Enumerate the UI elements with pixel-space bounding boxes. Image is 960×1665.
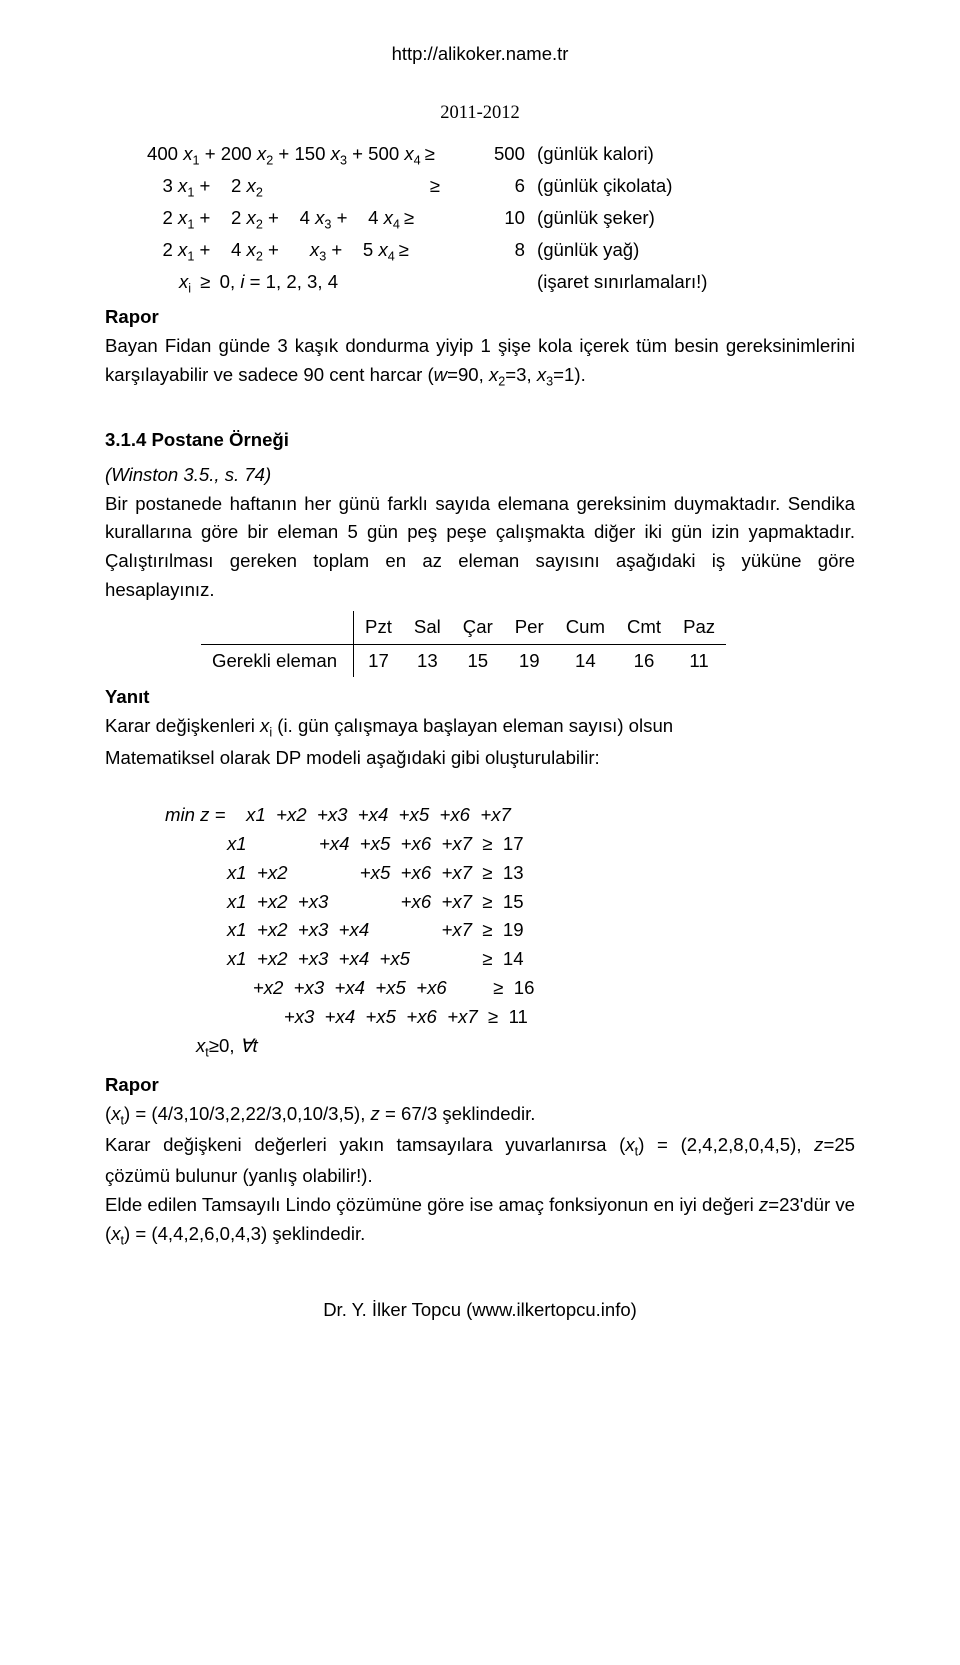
rapor1-body: Bayan Fidan günde 3 kaşık dondurma yiyip… — [105, 332, 855, 392]
req-3: 19 — [504, 644, 555, 677]
c2-desc: (günlük çikolata) — [527, 171, 855, 201]
lp-r5: x1 +x2 +x3 +x4 +x7 ≥ 19 — [165, 919, 524, 940]
sign-desc: (işaret sınırlamaları!) — [527, 267, 855, 297]
constraint-2: 3 x1 + 2 x2≥ 6 (günlük çikolata) — [147, 171, 855, 203]
req-5: 16 — [616, 644, 672, 677]
table-header-row: Pzt Sal Çar Per Cum Cmt Paz — [201, 611, 726, 644]
req-2: 15 — [452, 644, 504, 677]
th-cum: Cum — [555, 611, 616, 644]
th-empty — [201, 611, 354, 644]
sec-314-heading: 3.1.4 Postane Örneği — [105, 426, 855, 455]
post-body: Bir postanede haftanın her günü farklı s… — [105, 490, 855, 605]
rapor1-title: Rapor — [105, 303, 855, 332]
req-1: 13 — [403, 644, 452, 677]
c4-lhs: 2 x1 + 4 x2 + x3 + 5 x4≥ — [147, 235, 467, 267]
th-per: Per — [504, 611, 555, 644]
th-paz: Paz — [672, 611, 726, 644]
th-car: Çar — [452, 611, 504, 644]
c4-desc: (günlük yağ) — [527, 235, 855, 265]
req-4: 14 — [555, 644, 616, 677]
req-0: 17 — [354, 644, 403, 677]
lp-model: min z = x1 +x2 +x3 +x4 +x5 +x6 +x7 x1 +x… — [165, 772, 855, 1063]
winston-ref: (Winston 3.5., s. 74) — [105, 461, 855, 490]
lp-r2: x1 +x4 +x5 +x6 +x7 ≥ 17 — [165, 833, 524, 854]
requirements-table: Pzt Sal Çar Per Cum Cmt Paz Gerekli elem… — [201, 611, 726, 678]
sign-lhs: xi ≥ 0, i = 1, 2, 3, 4 — [179, 267, 467, 299]
page-container: http://alikoker.name.tr 2011-2012 400 x1… — [0, 0, 960, 1361]
th-cmt: Cmt — [616, 611, 672, 644]
yanit-line2: Matematiksel olarak DP modeli aşağıdaki … — [105, 744, 855, 773]
c3-lhs: 2 x1 + 2 x2 + 4 x3 + 4 x4≥ — [147, 203, 467, 235]
c1-desc: (günlük kalori) — [527, 139, 855, 169]
rapor2-line1: (xt) = (4/3,10/3,2,22/3,0,10/3,5), z = 6… — [105, 1100, 855, 1131]
req-label: Gerekli eleman — [201, 644, 354, 677]
constraint-block: 400 x1 + 200 x2 + 150 x3 + 500 x4≥ 500 (… — [105, 139, 855, 299]
lp-r3: x1 +x2 +x5 +x6 +x7 ≥ 13 — [165, 862, 524, 883]
yanit-l1-c: (i. gün çalışmaya başlayan eleman sayısı… — [272, 715, 673, 736]
c1-rhs: 500 — [467, 139, 527, 169]
yanit-title: Yanıt — [105, 683, 855, 712]
yanit-l1-a: Karar değişkenleri — [105, 715, 260, 736]
yanit-line1: Karar değişkenleri xi (i. gün çalışmaya … — [105, 712, 855, 743]
footer-text: Dr. Y. İlker Topcu (www.ilkertopcu.info) — [105, 1296, 855, 1325]
th-pzt: Pzt — [354, 611, 403, 644]
lp-r9: xt≥0, ∀t — [165, 1035, 258, 1056]
lp-r6: x1 +x2 +x3 +x4 +x5 ≥ 14 — [165, 948, 524, 969]
lp-r4: x1 +x2 +x3 +x6 +x7 ≥ 15 — [165, 891, 524, 912]
constraint-4: 2 x1 + 4 x2 + x3 + 5 x4≥ 8 (günlük yağ) — [147, 235, 855, 267]
c3-desc: (günlük şeker) — [527, 203, 855, 233]
sign-constraint: xi ≥ 0, i = 1, 2, 3, 4 (işaret sınırlama… — [179, 267, 855, 299]
yanit-l1-var: xi — [260, 715, 272, 736]
th-sal: Sal — [403, 611, 452, 644]
header-url: http://alikoker.name.tr — [105, 40, 855, 69]
c4-rhs: 8 — [467, 235, 527, 265]
req-6: 11 — [672, 644, 726, 677]
c2-rhs: 6 — [467, 171, 527, 201]
rapor2-line3: Elde edilen Tamsayılı Lindo çözümüne gör… — [105, 1191, 855, 1251]
rapor2-title: Rapor — [105, 1071, 855, 1100]
table-row: Gerekli eleman 17 13 15 19 14 16 11 — [201, 644, 726, 677]
c1-lhs: 400 x1 + 200 x2 + 150 x3 + 500 x4≥ — [147, 139, 467, 171]
constraint-1: 400 x1 + 200 x2 + 150 x3 + 500 x4≥ 500 (… — [147, 139, 855, 171]
lp-r8: +x3 +x4 +x5 +x6 +x7 ≥ 11 — [165, 1006, 528, 1027]
lp-r7: +x2 +x3 +x4 +x5 +x6 ≥ 16 — [165, 977, 534, 998]
constraint-3: 2 x1 + 2 x2 + 4 x3 + 4 x4≥ 10 (günlük şe… — [147, 203, 855, 235]
rapor2-line2: Karar değişkeni değerleri yakın tamsayıl… — [105, 1131, 855, 1191]
lp-r1: min z = x1 +x2 +x3 +x4 +x5 +x6 +x7 — [165, 804, 511, 825]
year-line: 2011-2012 — [105, 99, 855, 128]
c3-rhs: 10 — [467, 203, 527, 233]
c2-lhs: 3 x1 + 2 x2≥ — [147, 171, 467, 203]
